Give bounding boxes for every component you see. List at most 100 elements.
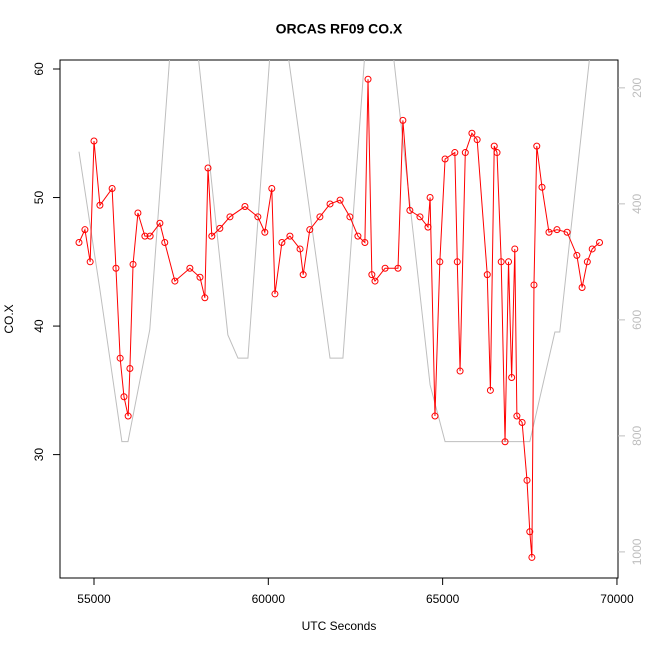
data-point <box>134 209 142 217</box>
x-tick-label: 65000 <box>426 592 460 606</box>
data-point <box>368 271 376 279</box>
data-point <box>299 271 307 279</box>
data-point <box>530 281 538 289</box>
data-point <box>526 528 534 536</box>
data-point <box>261 228 269 236</box>
data-point <box>196 273 204 281</box>
y-tick-label: 30 <box>32 448 46 462</box>
data-point <box>424 223 432 231</box>
data-point <box>96 201 104 209</box>
data-point <box>336 196 344 204</box>
y2-tick-label: 600 <box>630 310 644 330</box>
data-point <box>441 155 449 163</box>
data-point <box>431 412 439 420</box>
data-point <box>201 294 209 302</box>
chart-title: ORCAS RF09 CO.X <box>276 21 403 37</box>
data-point <box>486 386 494 394</box>
data-point <box>156 219 164 227</box>
data-point <box>490 142 498 150</box>
data-point <box>406 206 414 214</box>
data-point <box>90 137 98 145</box>
data-point <box>354 232 362 240</box>
y2-tick-label: 1000 <box>630 538 644 565</box>
data-point <box>453 258 461 266</box>
data-point <box>473 136 481 144</box>
data-point <box>361 239 369 247</box>
plot-area <box>75 60 604 561</box>
data-point <box>326 200 334 208</box>
data-point <box>120 393 128 401</box>
data-point <box>456 367 464 375</box>
data-point <box>316 213 324 221</box>
y2-tick-label: 200 <box>630 78 644 98</box>
data-point <box>545 228 553 236</box>
data-point <box>588 245 596 253</box>
data-point <box>81 226 89 234</box>
data-point <box>518 418 526 426</box>
data-point <box>505 258 513 266</box>
plot-frame <box>59 59 619 579</box>
data-point <box>306 226 314 234</box>
data-point <box>508 373 516 381</box>
data-point <box>112 264 120 272</box>
data-point <box>286 232 294 240</box>
data-point <box>513 412 521 420</box>
y-tick-label: 60 <box>32 62 46 76</box>
data-point <box>146 232 154 240</box>
data-point <box>204 164 212 172</box>
data-point <box>596 239 604 247</box>
data-point <box>416 213 424 221</box>
data-line <box>78 60 590 443</box>
data-point <box>493 149 501 157</box>
data-point <box>497 258 505 266</box>
data-point <box>171 277 179 285</box>
data-point <box>346 213 354 221</box>
y-tick-label: 40 <box>32 319 46 333</box>
data-point <box>381 264 389 272</box>
x-tick-label: 70000 <box>600 592 634 606</box>
data-point <box>254 213 262 221</box>
data-point <box>426 194 434 202</box>
data-point <box>553 226 561 234</box>
data-point <box>208 232 216 240</box>
data-line <box>78 79 600 558</box>
x-tick-label: 60000 <box>252 592 286 606</box>
data-point <box>186 264 194 272</box>
data-point <box>278 239 286 247</box>
data-point <box>533 142 541 150</box>
y-tick-label: 50 <box>32 191 46 205</box>
data-point <box>538 183 546 191</box>
data-point <box>371 277 379 285</box>
y2-tick-label: 400 <box>630 194 644 214</box>
x-axis-label: UTC Seconds <box>302 619 377 633</box>
data-point <box>563 228 571 236</box>
y-axis-label: CO.X <box>2 304 16 333</box>
y2-tick-label: 800 <box>630 426 644 446</box>
data-point <box>501 438 509 446</box>
data-point <box>271 290 279 298</box>
data-point <box>578 284 586 292</box>
data-point <box>468 129 476 137</box>
data-point <box>573 251 581 259</box>
data-point <box>124 412 132 420</box>
data-point <box>451 149 459 157</box>
data-point <box>523 476 531 484</box>
x-tick-label: 55000 <box>77 592 111 606</box>
data-point <box>86 258 94 266</box>
data-point <box>436 258 444 266</box>
data-point <box>161 239 169 247</box>
data-point <box>461 149 469 157</box>
data-point <box>528 553 536 561</box>
data-point <box>141 232 149 240</box>
data-point <box>399 116 407 124</box>
data-point <box>511 245 519 253</box>
data-point <box>75 239 83 247</box>
data-point <box>296 245 304 253</box>
data-point <box>226 213 234 221</box>
data-point <box>108 185 116 193</box>
data-point <box>129 260 137 268</box>
data-point <box>483 271 491 279</box>
data-point <box>394 264 402 272</box>
data-point <box>583 258 591 266</box>
